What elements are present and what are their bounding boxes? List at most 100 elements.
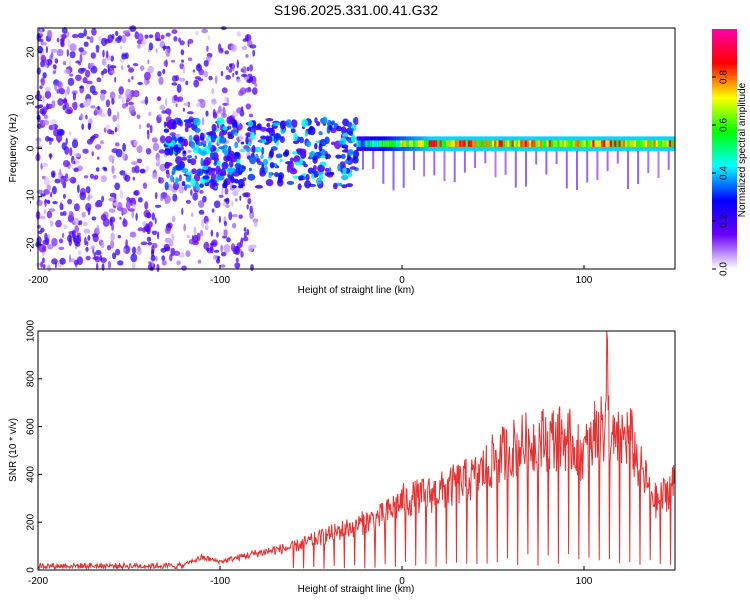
spectrogram-band-core [651, 140, 654, 147]
spectrogram-cell [301, 118, 309, 128]
spectrogram-cell [50, 48, 58, 53]
spectrogram-cell [221, 112, 227, 119]
spectrogram-cell [164, 181, 169, 191]
spectrogram-band-core [465, 140, 469, 147]
spectrogram-cell [115, 248, 121, 256]
spectrogram-cell [246, 228, 250, 236]
spectrogram-band-core [461, 140, 464, 147]
spectrogram-cell [268, 128, 276, 137]
spectrogram-cell [97, 156, 100, 160]
spectrogram-cell [155, 255, 158, 262]
spectrogram-cell [69, 258, 75, 263]
spectrogram-cell [199, 183, 204, 188]
spectrogram-cell [341, 184, 348, 189]
spectrogram-cell [95, 49, 100, 53]
spectrogram-cell [69, 43, 77, 52]
spectrogram-band-core [638, 140, 641, 147]
spectrogram-cell [299, 148, 307, 155]
spectrogram-cell [75, 241, 81, 247]
spectrogram-band-core [494, 140, 497, 147]
spectrogram-cell [255, 158, 261, 163]
spectrogram-cell [229, 159, 234, 168]
spectrogram-cell [47, 264, 51, 272]
spectrogram-band-core [481, 140, 484, 147]
spectrogram-cell [339, 182, 342, 187]
spectrogram-band-core [389, 140, 392, 147]
spectrogram-cell [63, 97, 67, 106]
spectrogram-cell [145, 165, 149, 172]
spectrogram-cell [259, 126, 267, 132]
spectrogram-cell [112, 114, 118, 122]
spectrogram-band-core [450, 140, 453, 147]
spectrogram-cell [340, 153, 346, 159]
spectrogram-cell [201, 219, 205, 228]
spectrogram-cell [216, 160, 221, 167]
spectrogram-cell [91, 216, 97, 221]
spectrogram-cell [181, 156, 188, 161]
spectrogram-cell [128, 105, 136, 115]
spectrogram-cell [265, 135, 270, 143]
spectrogram-band-core [400, 140, 403, 147]
spectrogram-cell [83, 221, 88, 227]
spectrogram-cell [71, 33, 79, 39]
spectrogram-band-core [398, 140, 401, 147]
spectrogram-cell [50, 170, 56, 178]
spectrogram-cell [210, 182, 219, 187]
y-tick-label: 800 [26, 370, 37, 387]
spectrogram-cell [114, 127, 118, 133]
spectrogram-cell [266, 122, 271, 128]
spectrogram-cell [218, 48, 224, 54]
spectrogram-cell [90, 52, 97, 59]
spectrogram-cell [243, 227, 247, 232]
spectrogram-cell [236, 121, 240, 125]
spectrogram-cell [142, 220, 147, 227]
spectrogram-band-core [633, 140, 637, 147]
spectrogram-cell [224, 96, 228, 102]
spectrogram-band-core [496, 140, 499, 147]
spectrogram-cell [149, 124, 153, 134]
spectrogram-cell [42, 95, 45, 103]
spectrogram-band-core [598, 140, 602, 147]
spectrogram-band-core [507, 140, 510, 147]
spectrogram-band-core [415, 140, 418, 147]
spectrogram-cell [42, 257, 45, 264]
spectrogram-band-core [577, 140, 580, 147]
spectrogram-cell [324, 167, 330, 172]
spectrogram-band-core [550, 140, 554, 147]
spectrogram-cell [73, 217, 79, 226]
spectrogram-band-core [387, 140, 390, 147]
spectrogram-cell [62, 104, 67, 111]
spectrogram-cell [312, 165, 317, 171]
spectrogram-cell [195, 182, 200, 191]
spectrogram-band-core [356, 140, 359, 147]
spectrogram-streak [412, 148, 415, 171]
spectrogram-cell [239, 148, 246, 153]
spectrogram-cell [108, 154, 115, 163]
spectrogram-cell [342, 132, 349, 137]
spectrogram-cell [232, 110, 239, 117]
spectrogram-band-core [583, 140, 586, 147]
spectrogram-cell [43, 114, 49, 120]
spectrogram-cell [45, 237, 50, 246]
spectrogram-cell [79, 53, 83, 63]
spectrogram-cell [40, 42, 47, 46]
spectrogram-band-core [555, 140, 558, 147]
spectrogram-cell [170, 174, 174, 183]
spectrogram-cell [117, 35, 123, 40]
spectrogram-cell [221, 161, 229, 170]
spectrogram-cell [239, 195, 242, 201]
spectrogram-band-core [360, 140, 364, 147]
spectrogram-cell [239, 239, 243, 248]
spectrogram-cell [109, 216, 116, 223]
spectrogram-cell [163, 60, 168, 67]
spectrogram-cell [223, 243, 231, 253]
spectrogram-cell [54, 58, 59, 64]
spectrogram-cell [190, 178, 196, 188]
spectrogram-cell [255, 148, 262, 152]
spectrogram-cell [163, 243, 170, 251]
spectrogram-band-core [540, 140, 543, 147]
spectrogram-cell [122, 30, 130, 35]
spectrogram-cell [269, 148, 274, 158]
spectrogram-streak [453, 148, 456, 183]
spectrogram-band-core [446, 140, 449, 147]
